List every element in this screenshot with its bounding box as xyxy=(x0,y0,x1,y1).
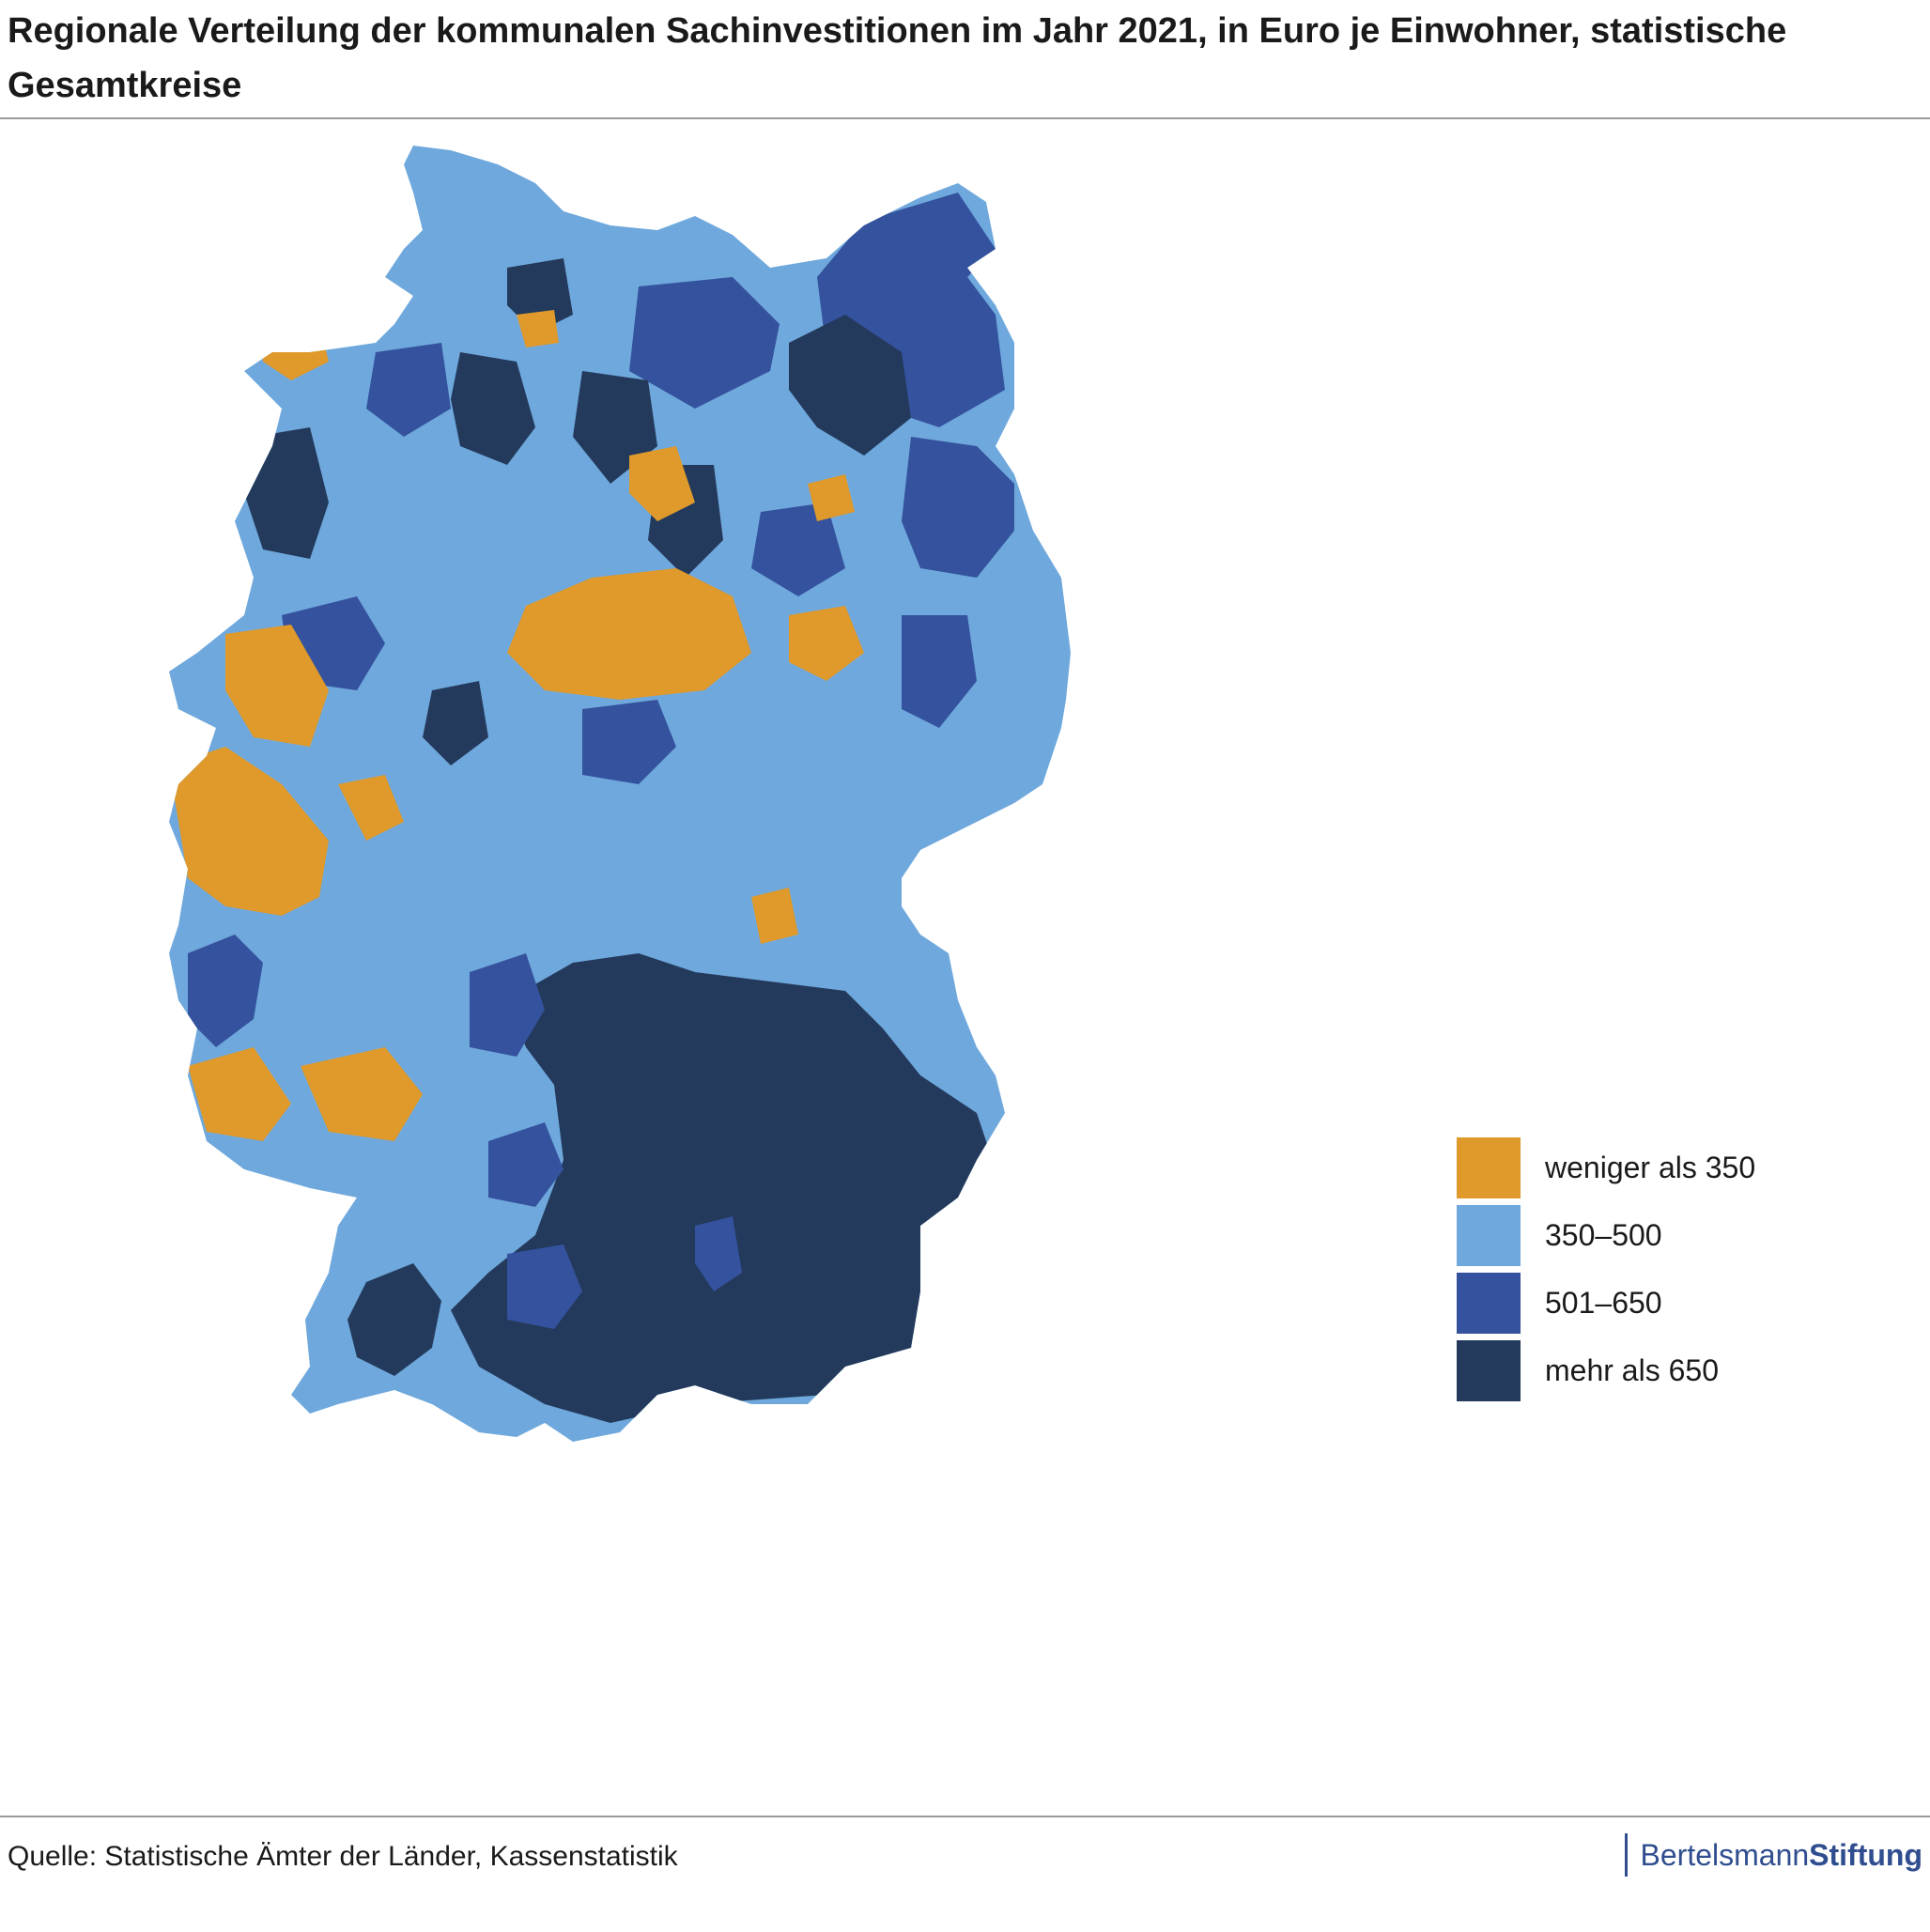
legend-item: 501–650 xyxy=(1457,1269,1889,1337)
region-bw-mid xyxy=(488,1122,564,1207)
region-saxony-anhalt-mid xyxy=(751,502,845,596)
region-hesse-high xyxy=(423,681,488,765)
legend-label: 350–500 xyxy=(1545,1218,1662,1252)
legend-label: mehr als 650 xyxy=(1545,1353,1719,1387)
region-nrw-low xyxy=(225,625,329,747)
region-brandenburg-low xyxy=(808,474,855,521)
legend-item: weniger als 350 xyxy=(1457,1134,1889,1201)
legend-item: 350–500 xyxy=(1457,1201,1889,1269)
top-divider xyxy=(0,117,1930,119)
legend-item: mehr als 650 xyxy=(1457,1337,1889,1404)
legend-label: 501–650 xyxy=(1545,1286,1662,1320)
legend-swatch-mid-blue xyxy=(1457,1272,1521,1334)
region-hesse-low xyxy=(338,775,404,841)
region-emsland-high xyxy=(244,427,329,559)
region-bw-north-mid xyxy=(470,953,545,1057)
legend-swatch-dark-blue xyxy=(1457,1339,1521,1401)
brand-bar xyxy=(1624,1833,1628,1877)
region-magdeburg-low xyxy=(629,446,695,521)
bottom-divider xyxy=(0,1816,1930,1817)
region-lower-saxony-mid xyxy=(366,343,451,437)
region-north-mid xyxy=(629,277,780,409)
region-rhineland-low xyxy=(169,747,329,916)
region-northeast-high xyxy=(789,315,911,456)
legend-swatch-light-blue xyxy=(1457,1204,1521,1266)
page-title: Regionale Verteilung der kommunalen Sach… xyxy=(8,11,1787,105)
legend-label: weniger als 350 xyxy=(1545,1151,1756,1184)
region-hesse-mid xyxy=(582,700,676,784)
region-saxony-mid xyxy=(902,615,977,728)
brand-logo: Bertelsmann Stiftung xyxy=(1624,1832,1922,1878)
brand-name-light: Bertelsmann xyxy=(1640,1837,1810,1872)
map-legend: weniger als 350 350–500 501–650 mehr als… xyxy=(1457,1134,1889,1404)
region-lower-saxony-high xyxy=(451,352,535,465)
region-east-mid xyxy=(902,437,1014,578)
brand-name-bold: Stiftung xyxy=(1809,1837,1922,1872)
region-palatinate-low-2 xyxy=(301,1047,423,1141)
region-bavaria-mid xyxy=(695,1216,742,1291)
germany-district-map xyxy=(169,127,1446,1808)
region-vogtland-low xyxy=(751,888,798,944)
region-lueneburg-low xyxy=(517,310,559,348)
region-southwest-high xyxy=(347,1263,441,1376)
legend-swatch-orange xyxy=(1457,1136,1521,1198)
region-saxony-low xyxy=(789,606,864,681)
region-saar-mid xyxy=(188,935,263,1047)
region-palatinate-low xyxy=(188,1047,291,1141)
source-note: Quelle: Statistische Ämter der Länder, K… xyxy=(8,1841,678,1872)
region-south-high xyxy=(451,953,996,1423)
region-bw-south-mid xyxy=(507,1244,582,1329)
region-thuringia-low xyxy=(507,568,751,700)
